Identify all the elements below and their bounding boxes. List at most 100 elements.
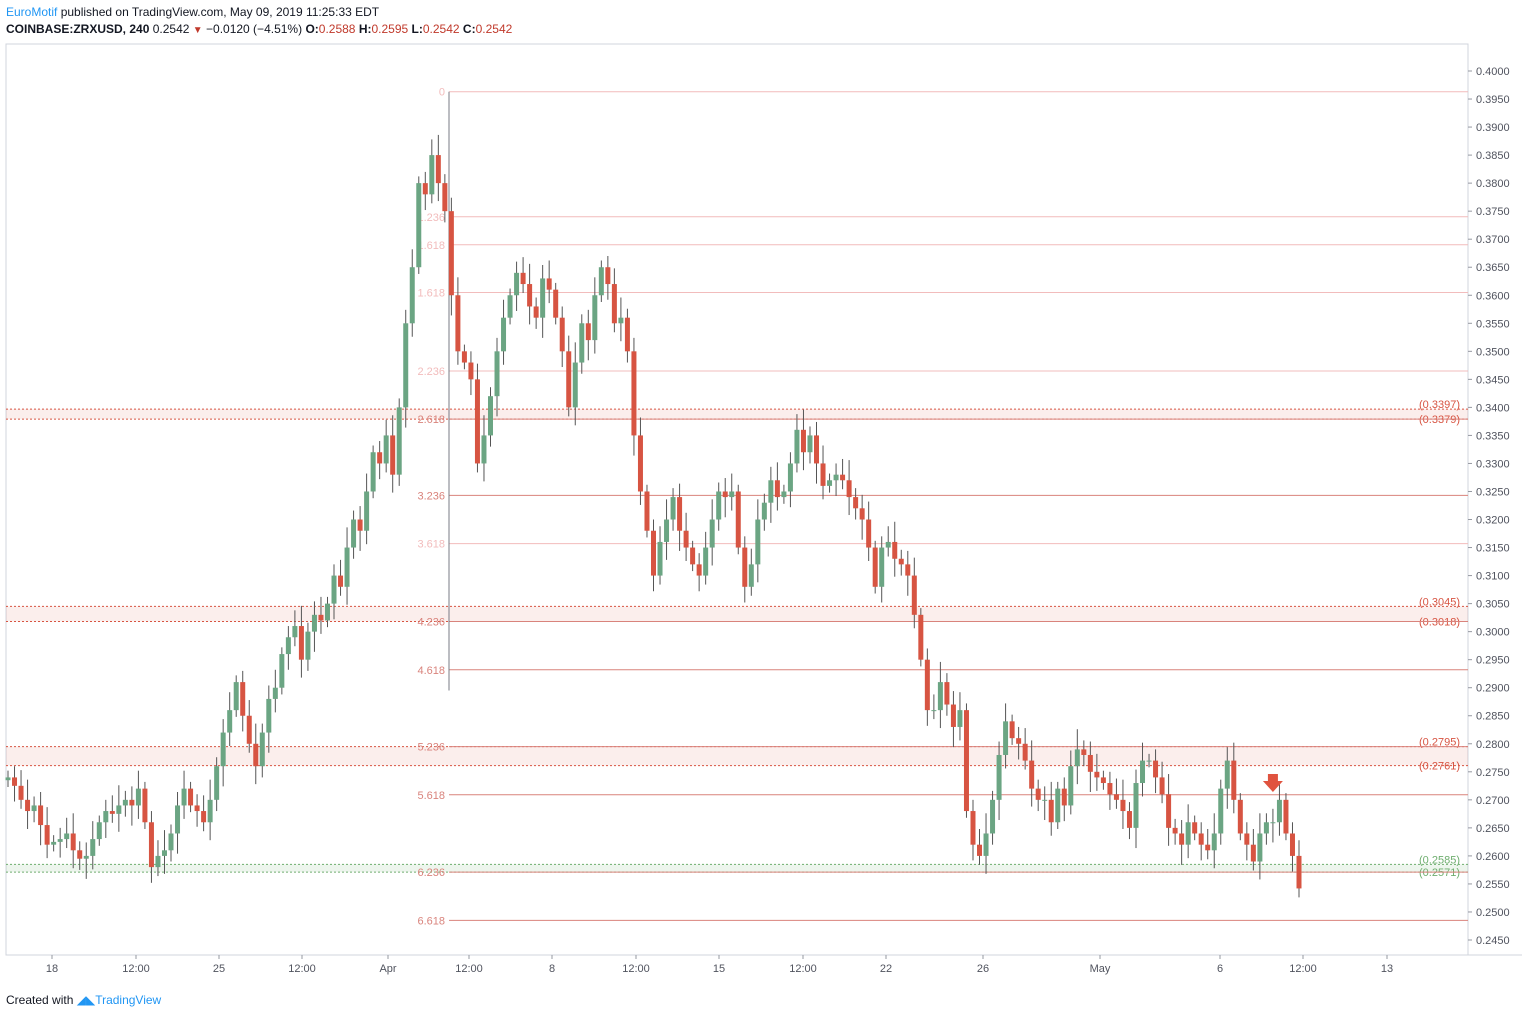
- author-link[interactable]: EuroMotif: [6, 5, 58, 19]
- candle-body: [840, 474, 846, 481]
- tradingview-brand[interactable]: TradingView: [95, 993, 162, 1007]
- zone-band: [6, 864, 1468, 873]
- candle-body: [83, 855, 89, 859]
- x-tick-label: 8: [549, 963, 555, 975]
- fib-level-label: 2.236: [417, 366, 445, 378]
- candle-body: [175, 805, 181, 834]
- candle-body: [1289, 833, 1295, 856]
- candle-body: [748, 564, 754, 587]
- candle-body: [592, 295, 598, 341]
- candle-body: [644, 491, 650, 531]
- candle-body: [403, 323, 409, 408]
- symbol-name[interactable]: COINBASE:ZRXUSD, 240: [6, 22, 150, 36]
- candle-body: [716, 491, 722, 520]
- x-tick-label: 12:00: [789, 963, 817, 975]
- candle-body: [64, 833, 70, 840]
- candle-body: [637, 435, 643, 492]
- candle-body: [1074, 749, 1080, 767]
- candle-body: [161, 850, 167, 856]
- y-tick-label: 0.3100: [1476, 571, 1510, 583]
- zone-top-label: (0.3397): [1419, 399, 1460, 411]
- candle-body: [455, 295, 461, 352]
- candle-body: [57, 839, 63, 842]
- candle-body: [331, 575, 337, 604]
- footer: Created with ◢◣TradingView: [6, 993, 161, 1007]
- candle-body: [1276, 799, 1282, 823]
- candle-body: [285, 637, 291, 655]
- candle-body: [311, 614, 317, 632]
- x-tick-label: 12:00: [288, 963, 316, 975]
- candle-body: [905, 564, 911, 576]
- candle-body: [429, 155, 435, 195]
- candle-body: [514, 272, 520, 296]
- candle-body: [690, 547, 696, 565]
- candle-body: [963, 710, 969, 812]
- zone-bottom-label: (0.3018): [1419, 617, 1460, 629]
- candle-body: [474, 379, 480, 464]
- candle-body: [1016, 738, 1022, 744]
- candle-body: [318, 614, 324, 621]
- candle-body: [977, 844, 983, 856]
- x-tick-label: Apr: [379, 963, 396, 975]
- y-tick-label: 0.3250: [1476, 486, 1510, 498]
- candle-body: [507, 295, 513, 318]
- candle-body: [631, 351, 637, 436]
- candle-body: [259, 732, 265, 767]
- change-value: −0.0120 (−4.51%): [206, 22, 303, 36]
- candle-body: [605, 267, 611, 285]
- open-value: 0.2588: [318, 22, 356, 36]
- candle-body: [1224, 760, 1230, 789]
- candle-body: [800, 429, 806, 453]
- candle-body: [1211, 833, 1217, 851]
- y-tick-label: 0.3600: [1476, 290, 1510, 302]
- candle-body: [103, 811, 109, 823]
- candle-body: [872, 547, 878, 587]
- candle-body: [611, 284, 617, 324]
- y-tick-label: 0.3200: [1476, 515, 1510, 527]
- candle-body: [1153, 760, 1159, 778]
- tradingview-logo-icon: ◢◣: [76, 993, 96, 1007]
- x-tick-label: 12:00: [1289, 963, 1317, 975]
- candle-body: [585, 323, 591, 341]
- candle-body: [1100, 777, 1106, 784]
- candle-body: [233, 682, 239, 711]
- candle-body: [1185, 822, 1191, 845]
- y-tick-label: 0.3000: [1476, 627, 1510, 639]
- candle-body: [481, 435, 487, 464]
- y-tick-label: 0.3050: [1476, 599, 1510, 611]
- candle-body: [148, 822, 154, 868]
- y-tick-label: 0.3750: [1476, 206, 1510, 218]
- x-tick-label: 18: [46, 963, 58, 975]
- y-tick-label: 0.3700: [1476, 234, 1510, 246]
- candle-body: [1244, 833, 1250, 845]
- candle-body: [827, 480, 833, 486]
- candle-body: [279, 654, 285, 688]
- candle-body: [540, 278, 546, 318]
- symbol-legend: COINBASE:ZRXUSD, 240 0.2542 ▼ −0.0120 (−…: [6, 22, 512, 36]
- candle-body: [396, 407, 402, 475]
- candle-body: [25, 799, 31, 812]
- zone-band: [6, 606, 1468, 622]
- candle-body: [214, 766, 220, 800]
- candle-body: [774, 480, 780, 498]
- fib-level-label: 5.618: [417, 790, 445, 802]
- candle-body: [846, 480, 852, 498]
- candle-body: [1029, 760, 1035, 789]
- price-chart[interactable]: 0.4000 0.3950 0.3900 0.3850 0.3800 0.3750 0.37…: [0, 0, 1526, 990]
- candle-body: [1009, 721, 1015, 739]
- candle-body: [533, 306, 539, 318]
- candle-body: [553, 289, 559, 318]
- candle-body: [729, 491, 735, 498]
- y-tick-label: 0.3950: [1476, 94, 1510, 106]
- candle-body: [709, 519, 715, 548]
- candle-body: [370, 452, 376, 492]
- candle-body: [1172, 827, 1178, 834]
- candle-body: [937, 682, 943, 711]
- y-tick-label: 0.3350: [1476, 430, 1510, 442]
- zone-band: [6, 746, 1468, 766]
- x-tick-label: 6: [1217, 963, 1223, 975]
- x-tick-label: 12:00: [622, 963, 650, 975]
- zone-bottom-label: (0.3379): [1419, 414, 1460, 426]
- candle-body: [866, 519, 872, 548]
- candle-body: [18, 785, 24, 800]
